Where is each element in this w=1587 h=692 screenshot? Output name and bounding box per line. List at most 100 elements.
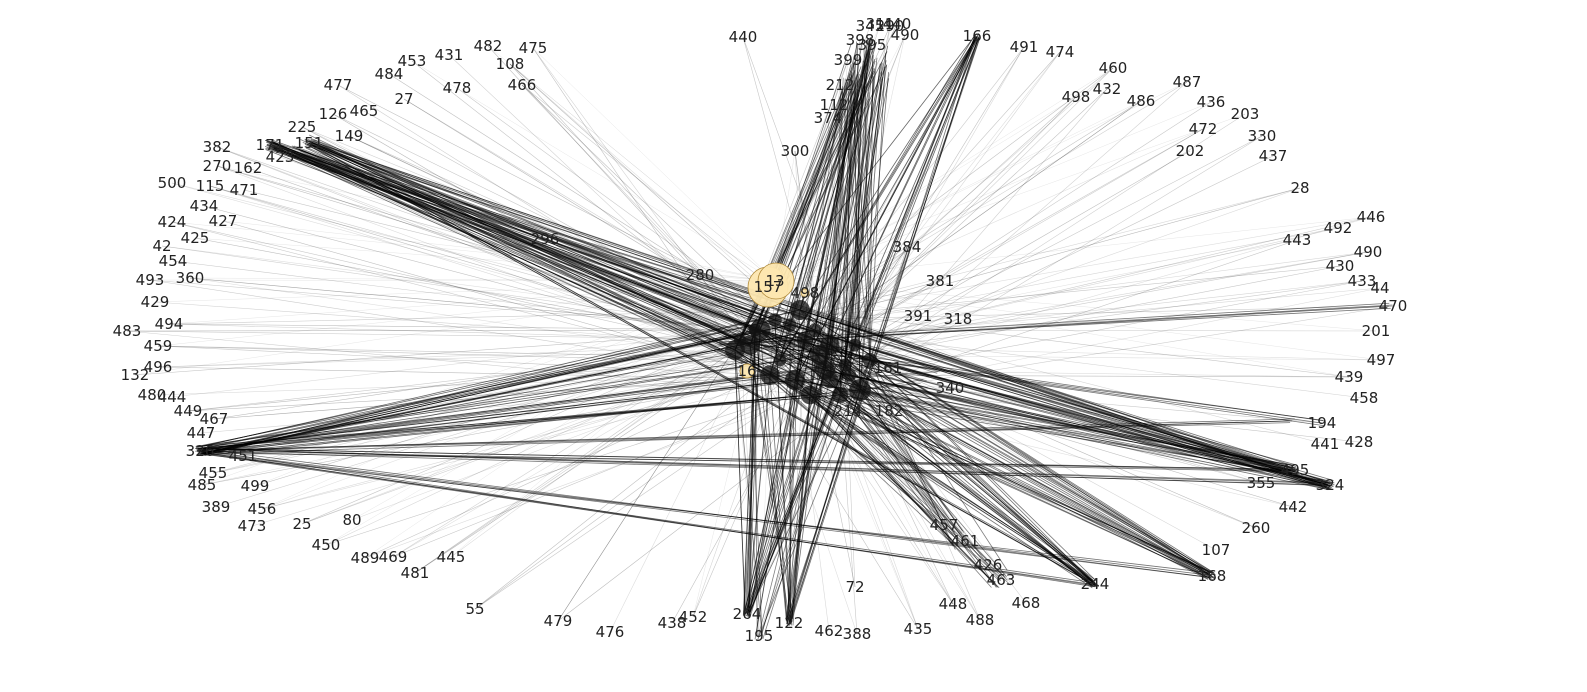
graph-edge	[195, 319, 776, 448]
graph-edge	[448, 54, 796, 381]
graph-edge	[348, 135, 756, 331]
graph-edge	[201, 394, 841, 447]
graph-edge	[749, 287, 1381, 346]
graph-edge	[769, 374, 858, 635]
node-label: 270	[203, 157, 232, 175]
cluster-blob	[783, 318, 797, 332]
graph-edge	[744, 36, 871, 614]
node-label: 195	[745, 627, 774, 645]
cluster-blob	[849, 379, 871, 401]
node-label: 441	[1311, 435, 1340, 453]
graph-edge	[819, 101, 1212, 356]
node-label: 450	[312, 536, 341, 554]
graph-edge	[824, 369, 1209, 580]
graph-edge	[844, 364, 930, 378]
node-label: 435	[904, 620, 933, 638]
cluster-blob	[862, 352, 878, 368]
graph-edge	[299, 150, 796, 381]
graph-edge	[799, 76, 867, 311]
graph-edge	[739, 187, 1301, 341]
graph-edge	[168, 323, 741, 341]
node-label: 439	[1335, 368, 1364, 386]
graph-edge	[309, 145, 1097, 586]
graph-edge	[814, 329, 1217, 551]
cluster-blob	[800, 385, 820, 405]
node-label: 490	[1354, 243, 1383, 261]
node-label: 182	[875, 402, 904, 420]
graph-edge	[774, 128, 1204, 321]
node-label: 432	[1093, 80, 1122, 98]
node-label: 454	[159, 252, 188, 270]
graph-edge	[854, 344, 1298, 472]
node-label: 496	[144, 358, 173, 376]
graph-edge	[829, 227, 1339, 346]
graph-edge	[774, 81, 1188, 282]
graph-edge	[829, 379, 959, 542]
node-label: 462	[815, 622, 844, 640]
node-label: 44	[1370, 279, 1389, 297]
graph-edge	[228, 420, 1290, 454]
node-label: 437	[1259, 147, 1288, 165]
node-label: 444	[158, 388, 187, 406]
graph-edge	[269, 146, 1210, 579]
graph-edge	[741, 338, 1325, 422]
node-label: 324	[1316, 476, 1345, 494]
graph-edge	[814, 329, 1377, 332]
graph-edge	[734, 83, 862, 351]
node-label: 488	[966, 611, 995, 629]
node-label: 345	[856, 17, 885, 35]
graph-edge	[414, 324, 791, 574]
graph-edge	[759, 329, 1216, 580]
node-label: 493	[136, 271, 165, 289]
node-label: 440	[729, 28, 758, 46]
node-label: 202	[1176, 142, 1205, 160]
graph-edge	[388, 73, 776, 321]
node-label: 491	[1010, 38, 1039, 56]
node-label: 424	[158, 213, 187, 231]
graph-edge	[304, 138, 741, 341]
graph-edge	[197, 374, 771, 451]
cluster-blob	[768, 313, 782, 327]
graph-edge	[829, 216, 1372, 346]
node-label: 455	[199, 464, 228, 482]
graph-edge	[742, 36, 856, 346]
node-label: 360	[176, 269, 205, 287]
graph-edge	[309, 144, 1328, 488]
cluster-blob	[733, 333, 747, 347]
node-label: 466	[508, 76, 537, 94]
graph-node	[800, 288, 810, 298]
graph-edge	[747, 374, 771, 617]
graph-edge	[197, 448, 1095, 588]
graph-edge	[789, 50, 871, 326]
graph-edge	[197, 319, 776, 455]
node-label: 447	[187, 424, 216, 442]
graph-edge	[804, 100, 1142, 341]
node-label: 443	[1283, 231, 1312, 249]
graph-edge	[794, 379, 1335, 484]
graph-edge	[819, 354, 1334, 487]
node-label: 489	[351, 549, 380, 567]
node-label: 438	[658, 614, 687, 632]
graph-edge	[844, 57, 878, 366]
graph-node	[757, 262, 795, 300]
graph-edge	[749, 81, 1188, 346]
graph-edge	[301, 329, 816, 525]
cluster-blob	[784, 369, 806, 391]
node-label: 340	[936, 379, 965, 397]
node-label: 468	[1012, 594, 1041, 612]
cluster-blob	[832, 387, 848, 403]
graph-edge	[754, 329, 789, 625]
graph-edge	[157, 345, 846, 366]
graph-edge	[854, 83, 863, 346]
graph-edge	[172, 260, 856, 346]
graph-edge	[759, 329, 1006, 578]
graph-edge	[203, 329, 761, 456]
graph-edge	[213, 374, 771, 420]
node-label: 355	[1247, 474, 1276, 492]
cluster-blob	[843, 368, 857, 382]
graph-edge	[734, 74, 853, 351]
graph-edge	[829, 77, 851, 381]
node-label: 27	[394, 90, 413, 108]
graph-edge	[757, 369, 826, 638]
